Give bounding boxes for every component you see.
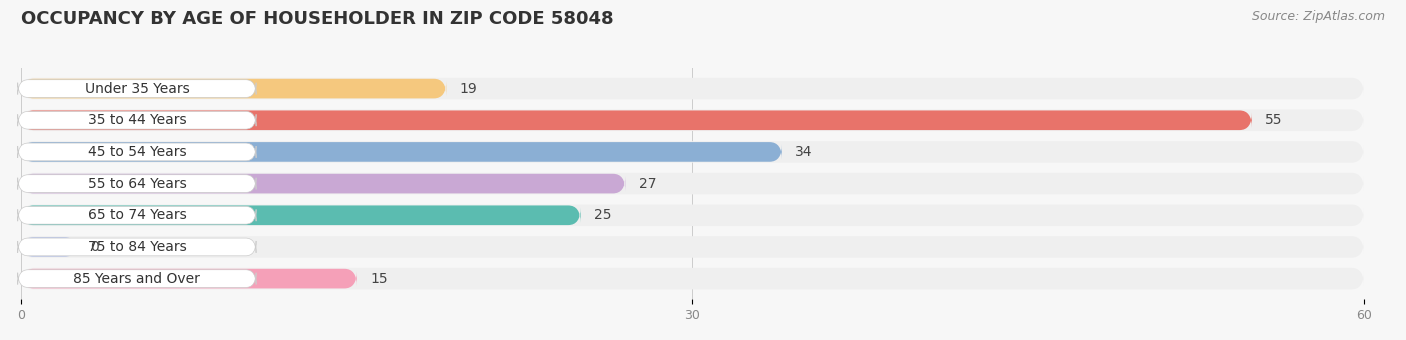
Text: Source: ZipAtlas.com: Source: ZipAtlas.com xyxy=(1251,10,1385,23)
FancyBboxPatch shape xyxy=(21,205,581,225)
FancyBboxPatch shape xyxy=(21,268,1364,289)
FancyBboxPatch shape xyxy=(18,206,256,224)
Text: 34: 34 xyxy=(796,145,813,159)
FancyBboxPatch shape xyxy=(21,141,1364,163)
FancyBboxPatch shape xyxy=(21,109,1364,131)
Text: 0: 0 xyxy=(90,240,100,254)
FancyBboxPatch shape xyxy=(21,236,1364,258)
Text: Under 35 Years: Under 35 Years xyxy=(84,82,190,96)
FancyBboxPatch shape xyxy=(21,79,446,98)
Text: OCCUPANCY BY AGE OF HOUSEHOLDER IN ZIP CODE 58048: OCCUPANCY BY AGE OF HOUSEHOLDER IN ZIP C… xyxy=(21,10,613,28)
FancyBboxPatch shape xyxy=(21,142,782,162)
Text: 55 to 64 Years: 55 to 64 Years xyxy=(87,176,186,191)
Text: 75 to 84 Years: 75 to 84 Years xyxy=(87,240,186,254)
FancyBboxPatch shape xyxy=(18,143,256,161)
FancyBboxPatch shape xyxy=(18,238,256,256)
FancyBboxPatch shape xyxy=(21,173,1364,194)
Text: 85 Years and Over: 85 Years and Over xyxy=(73,272,200,286)
Text: 35 to 44 Years: 35 to 44 Years xyxy=(87,113,186,127)
Text: 19: 19 xyxy=(460,82,478,96)
Text: 25: 25 xyxy=(593,208,612,222)
FancyBboxPatch shape xyxy=(21,78,1364,99)
Text: 15: 15 xyxy=(370,272,388,286)
FancyBboxPatch shape xyxy=(18,80,256,98)
FancyBboxPatch shape xyxy=(21,110,1251,130)
FancyBboxPatch shape xyxy=(18,270,256,288)
Text: 55: 55 xyxy=(1265,113,1282,127)
FancyBboxPatch shape xyxy=(18,112,256,129)
Text: 45 to 54 Years: 45 to 54 Years xyxy=(87,145,186,159)
Text: 65 to 74 Years: 65 to 74 Years xyxy=(87,208,186,222)
FancyBboxPatch shape xyxy=(21,237,77,257)
Text: 27: 27 xyxy=(638,176,657,191)
FancyBboxPatch shape xyxy=(21,174,626,193)
FancyBboxPatch shape xyxy=(21,204,1364,226)
FancyBboxPatch shape xyxy=(18,175,256,192)
FancyBboxPatch shape xyxy=(21,269,357,288)
